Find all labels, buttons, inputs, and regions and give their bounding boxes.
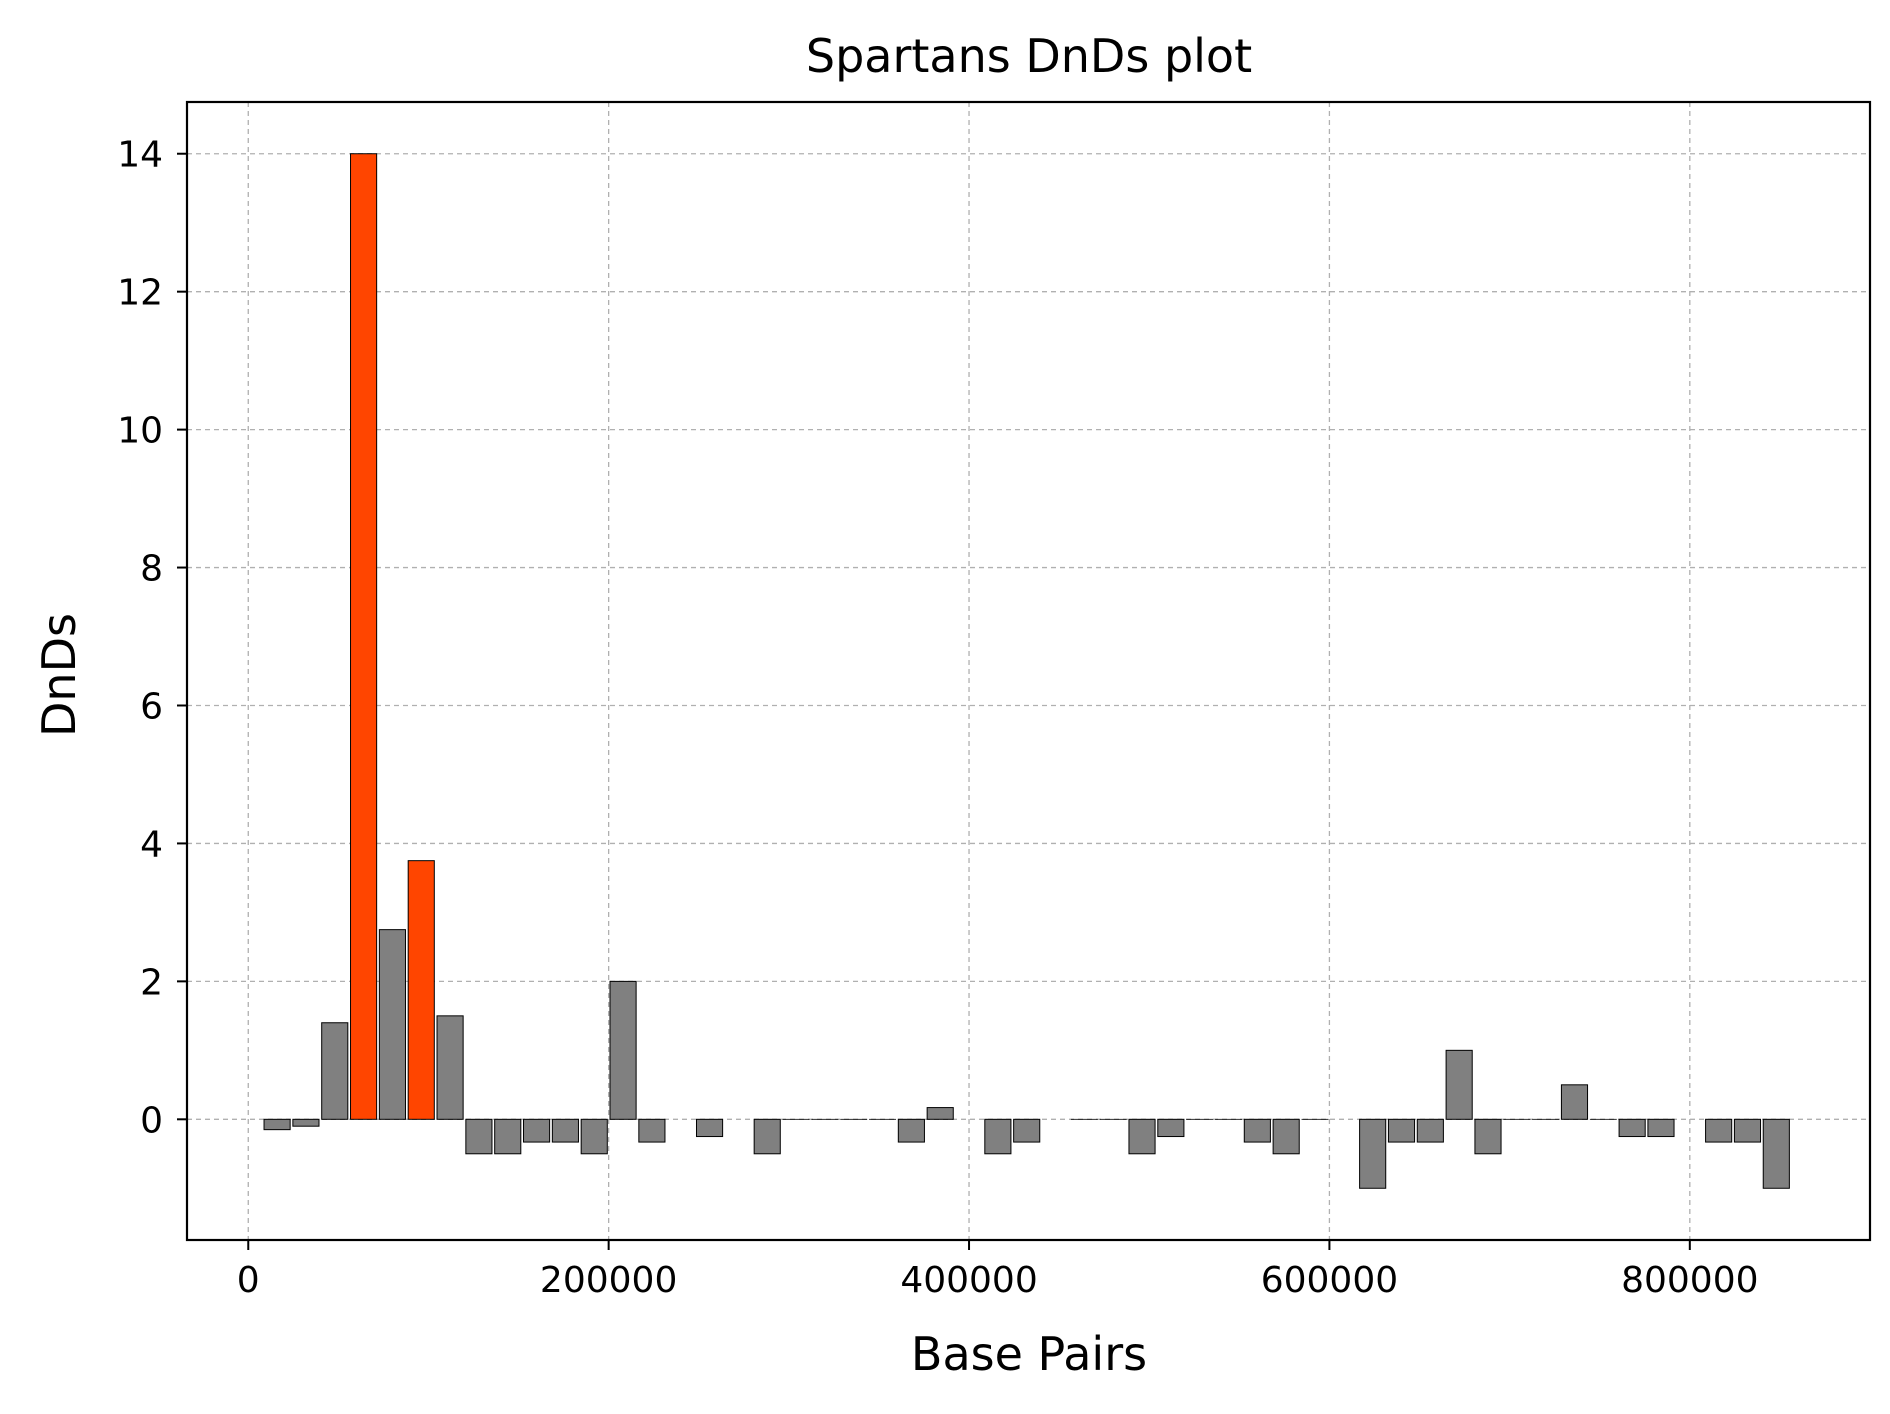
- bar: [1706, 1119, 1732, 1142]
- x-tick-label: 600000: [1261, 1260, 1398, 1301]
- bar: [524, 1119, 550, 1142]
- y-tick-label: 0: [140, 1100, 163, 1141]
- bar: [1273, 1119, 1299, 1153]
- bar: [1244, 1119, 1270, 1142]
- bar: [1475, 1119, 1501, 1153]
- bar: [1014, 1119, 1040, 1142]
- bar: [898, 1119, 924, 1142]
- y-tick-label: 6: [140, 686, 163, 727]
- bar: [985, 1119, 1011, 1153]
- x-tick-label: 800000: [1621, 1260, 1758, 1301]
- bar: [1158, 1119, 1184, 1136]
- x-tick-label: 200000: [540, 1260, 677, 1301]
- bar: [610, 981, 636, 1119]
- bar: [264, 1119, 290, 1129]
- y-tick-label: 14: [117, 135, 163, 176]
- y-tick-label: 2: [140, 962, 163, 1003]
- y-axis-label: DnDs: [32, 613, 86, 737]
- bar: [1763, 1119, 1789, 1188]
- bar: [437, 1016, 463, 1119]
- y-tick-label: 12: [117, 273, 163, 314]
- bar: [1648, 1119, 1674, 1136]
- bar: [1360, 1119, 1386, 1188]
- bar: [1388, 1119, 1414, 1142]
- highlighted-bar: [351, 154, 377, 1120]
- bar: [696, 1119, 722, 1136]
- y-tick-label: 4: [140, 824, 163, 865]
- bar: [1561, 1085, 1587, 1119]
- y-tick-label: 10: [117, 411, 163, 452]
- bar: [581, 1119, 607, 1153]
- bar: [293, 1119, 319, 1126]
- bar: [1619, 1119, 1645, 1136]
- bar: [927, 1108, 953, 1120]
- x-axis-label: Base Pairs: [911, 1327, 1147, 1381]
- bar: [322, 1023, 348, 1120]
- bar: [379, 930, 405, 1120]
- bar: [639, 1119, 665, 1142]
- chart-title: Spartans DnDs plot: [806, 29, 1252, 83]
- bar: [495, 1119, 521, 1153]
- bar: [552, 1119, 578, 1142]
- bar: [1734, 1119, 1760, 1142]
- bar: [466, 1119, 492, 1153]
- bar: [1417, 1119, 1443, 1142]
- y-tick-label: 8: [140, 549, 163, 590]
- bar: [1129, 1119, 1155, 1153]
- x-tick-label: 0: [237, 1260, 260, 1301]
- highlighted-bar: [408, 861, 434, 1120]
- bar: [754, 1119, 780, 1153]
- x-tick-label: 400000: [900, 1260, 1037, 1301]
- bar: [1446, 1050, 1472, 1119]
